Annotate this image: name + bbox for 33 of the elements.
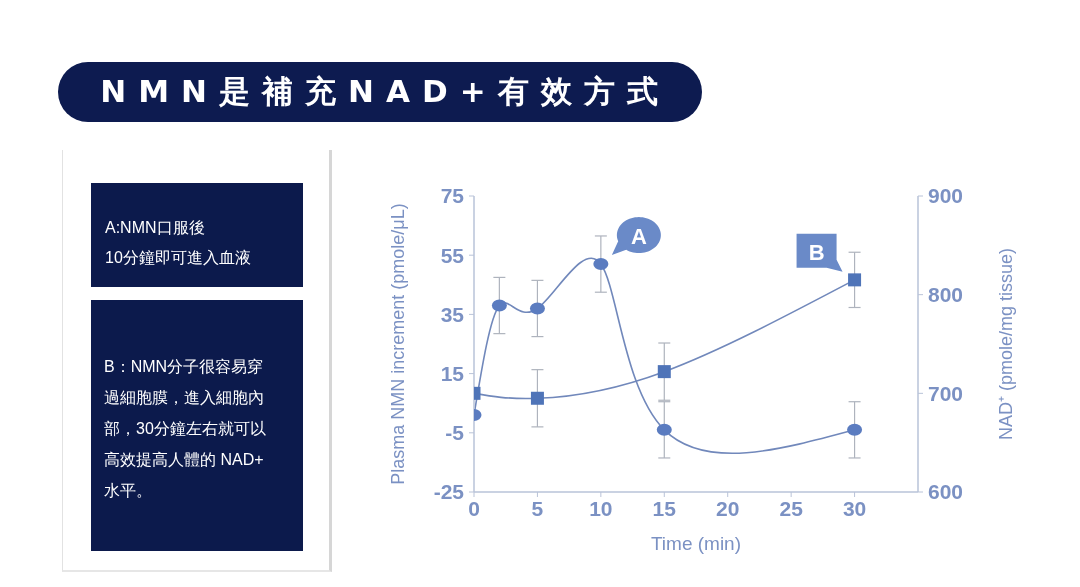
y-tick-label: 55 bbox=[440, 243, 465, 267]
y2-tick-label: 900 bbox=[928, 184, 964, 208]
y-tick-label: 75 bbox=[440, 184, 465, 208]
chart-title: NMN是補充NAD+有效方式 bbox=[100, 72, 670, 111]
y2-tick-label: 600 bbox=[928, 480, 964, 504]
y-tick-label: -25 bbox=[433, 480, 465, 504]
x-tick-label: 0 bbox=[468, 496, 480, 520]
point bbox=[657, 365, 671, 379]
x-tick-label: 20 bbox=[716, 496, 740, 520]
point bbox=[491, 299, 507, 312]
point bbox=[529, 302, 545, 315]
point bbox=[530, 391, 544, 405]
point bbox=[593, 258, 609, 271]
y-tick-label: 15 bbox=[440, 362, 465, 386]
point bbox=[847, 423, 863, 436]
y2-axis-title: NAD⁺ (pmole/mg tissue) bbox=[996, 247, 1016, 441]
y-tick-label: 35 bbox=[440, 302, 465, 326]
note-card: B：NMN分子很容易穿過細胞膜，進入細胞內部，30分鐘左右就可以高效提高人體的 NAD+水平。 bbox=[91, 300, 303, 551]
x-axis-title: Time (min) bbox=[650, 533, 742, 554]
y2-tick-label: 800 bbox=[928, 283, 964, 307]
x-tick-label: 25 bbox=[779, 496, 804, 520]
y-tick-label: -5 bbox=[445, 421, 465, 445]
x-tick-label: 15 bbox=[652, 496, 677, 520]
annotation: B bbox=[808, 239, 825, 265]
x-tick-label: 5 bbox=[531, 496, 544, 520]
annotation: A bbox=[630, 223, 647, 249]
point bbox=[848, 273, 862, 287]
note-card: A:NMN口服後 10分鐘即可進入血液 bbox=[91, 183, 303, 287]
x-tick-label: 30 bbox=[842, 496, 867, 520]
x-tick-label: 10 bbox=[589, 496, 613, 520]
y-axis-title: Plasma NMN increment (pmole/μL) bbox=[388, 203, 408, 485]
point bbox=[656, 423, 672, 436]
y2-tick-label: 700 bbox=[928, 381, 964, 405]
